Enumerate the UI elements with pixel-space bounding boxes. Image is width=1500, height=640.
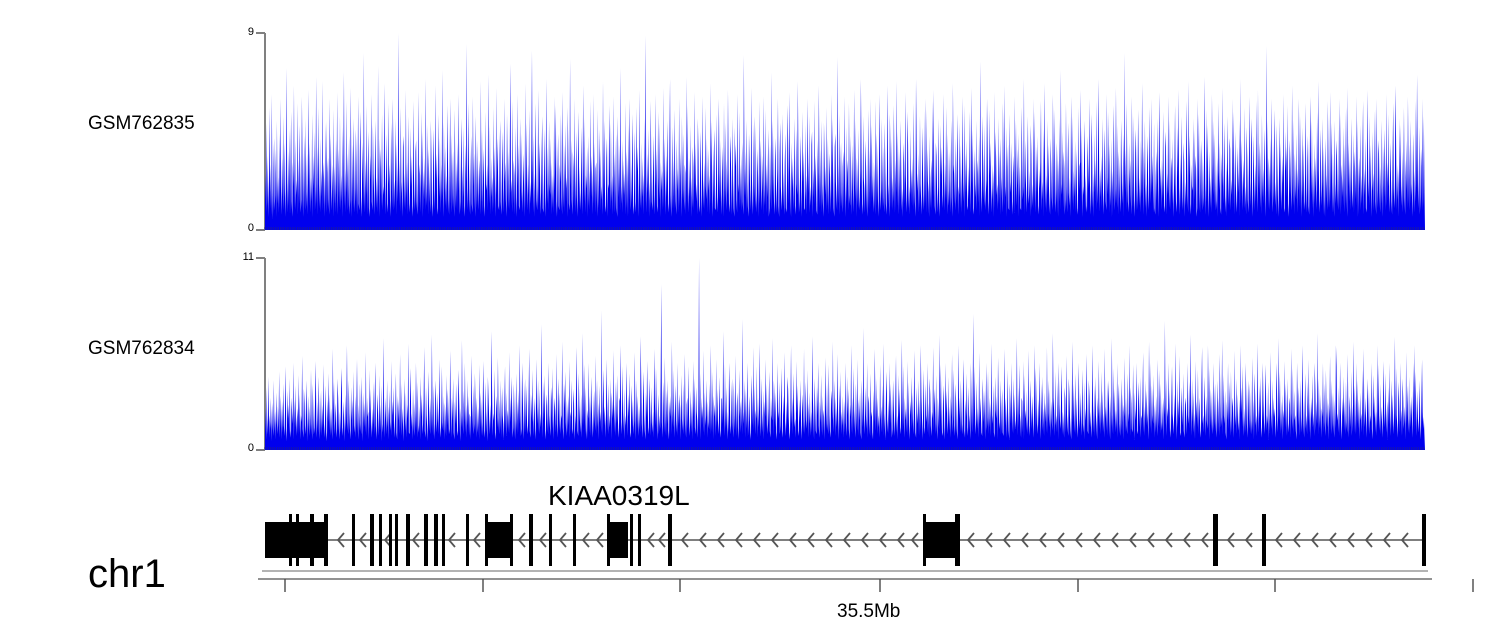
track-label-gsm762835: GSM762835 [88,113,195,134]
gene-name-label: KIAA0319L [548,480,690,511]
track2-y-max-label: 11 [242,251,254,263]
coordinate-position-label: 35.5Mb [837,601,901,622]
chromosome-label: chr1 [88,552,166,596]
track1-y-max-label: 9 [247,26,254,38]
coverage-track-gsm762835[interactable] [255,27,1435,242]
track1-y-min-label: 0 [247,222,254,234]
track2-y-min-label: 0 [247,442,254,454]
gene-model-track[interactable] [250,505,1500,585]
coordinate-ruler[interactable] [250,565,1500,605]
track-label-gsm762834: GSM762834 [88,338,195,359]
coverage-track-gsm762834[interactable] [255,252,1435,462]
